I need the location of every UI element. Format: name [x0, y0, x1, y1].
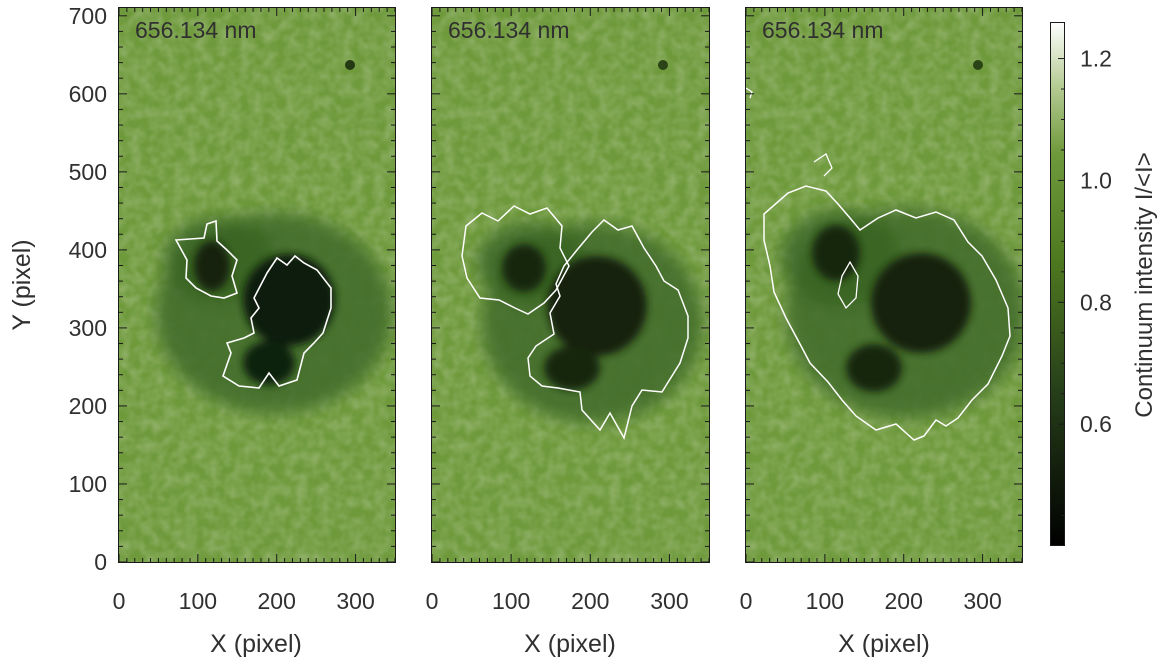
panel-2: 656.134 nm	[431, 7, 710, 563]
panel-3: 656.134 nm	[745, 7, 1023, 563]
panel-1: 656.134 nm	[118, 7, 396, 563]
y-tick-label-3: 300	[69, 315, 107, 341]
panel-1-frame	[118, 7, 396, 563]
colorbar-gradient	[1050, 22, 1065, 546]
contour-fragment-edge	[746, 87, 753, 99]
x-axis-label-1: X (pixel)	[210, 630, 302, 658]
x-tick-label-p3-3: 300	[963, 588, 1001, 614]
x-tick-label-p2-2: 200	[571, 588, 609, 614]
panel-2-image	[432, 8, 709, 562]
x-tick-label-p2-3: 300	[650, 588, 688, 614]
x-tick-label-p1-2: 200	[258, 588, 296, 614]
panel-3-frame	[745, 7, 1023, 563]
panel-2-label: 656.134 nm	[448, 17, 569, 43]
x-tick-label-p2-1: 100	[492, 588, 530, 614]
contour-umbra-east	[222, 254, 332, 389]
colorbar-label: Continuum intensity I/<I>	[1131, 152, 1158, 417]
contour-penumbra-east	[527, 219, 689, 441]
y-tick-label-1: 100	[69, 471, 107, 497]
colorbar: 0.6 0.8 1.0 1.2 Continuum intensity I/<I>	[1050, 22, 1158, 546]
contour-light-bridge	[837, 260, 859, 310]
x-axis-label-3: X (pixel)	[838, 630, 930, 658]
y-tick-label-7: 700	[69, 3, 107, 29]
panel-1-label: 656.134 nm	[135, 17, 256, 43]
x-tick-label-p3-2: 200	[885, 588, 923, 614]
y-tick-label-2: 200	[69, 393, 107, 419]
contour-umbra-north	[174, 219, 238, 299]
contour-penumbra-outer	[763, 185, 1011, 441]
y-tick-label-5: 500	[69, 159, 107, 185]
colorbar-tick-label-3: 1.2	[1080, 46, 1112, 72]
axes-layer: 0 100 200 300 0 100 200 300 400 500 600 700 0 100 200 3…	[69, 3, 1023, 614]
panel-3-label: 656.134 nm	[762, 17, 883, 43]
x-tick-label-p2-0: 0	[426, 588, 439, 614]
panel-2-frame	[431, 7, 710, 563]
x-tick-label-p1-3: 300	[336, 588, 374, 614]
panel-3-image	[746, 8, 1022, 562]
colorbar-frame	[1050, 22, 1065, 546]
x-tick-label-p3-1: 100	[806, 588, 844, 614]
x-tick-label-p1-1: 100	[179, 588, 217, 614]
x-tick-label-p3-0: 0	[740, 588, 753, 614]
y-tick-label-4: 400	[69, 237, 107, 263]
y-tick-label-0: 0	[94, 549, 107, 575]
panel-1-image	[119, 8, 395, 562]
contour-penumbra-north	[461, 205, 570, 315]
contour-fragments	[813, 153, 833, 177]
x-axis-label-2: X (pixel)	[524, 630, 616, 658]
colorbar-tick-label-0: 0.6	[1080, 411, 1112, 437]
colorbar-tick-label-2: 1.0	[1080, 167, 1112, 193]
colorbar-tick-label-1: 0.8	[1080, 289, 1112, 315]
y-axis-label: Y (pixel)	[8, 239, 36, 330]
colorbar-ticks: 0.6 0.8 1.0 1.2	[1058, 46, 1112, 517]
x-tick-label-p1-0: 0	[113, 588, 126, 614]
y-tick-label-6: 600	[69, 81, 107, 107]
